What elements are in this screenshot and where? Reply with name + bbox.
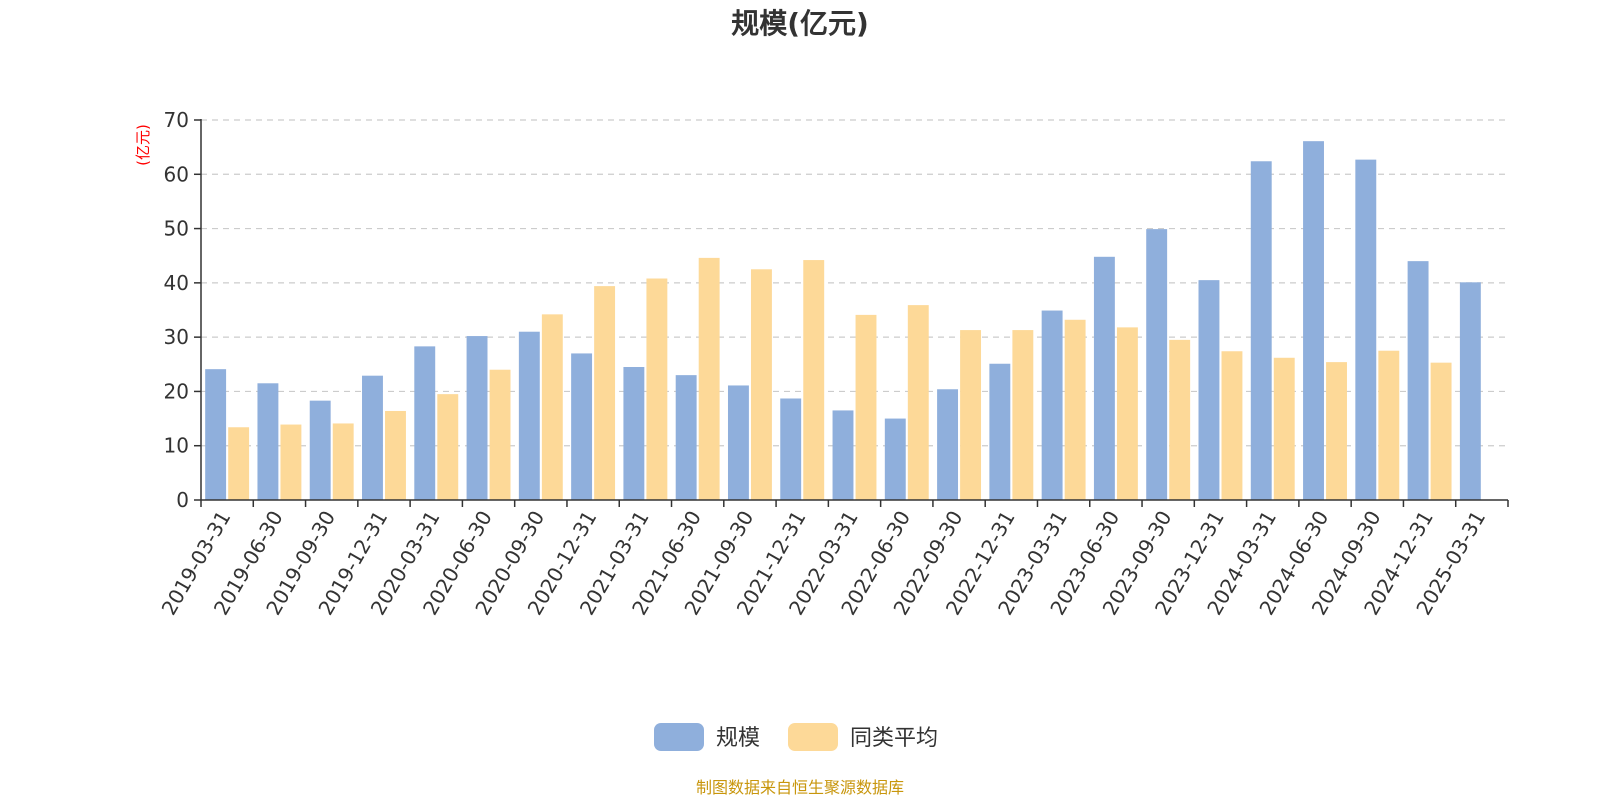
bar-scale[interactable] xyxy=(832,410,854,500)
bar-scale[interactable] xyxy=(1146,229,1168,500)
bar-peer-average[interactable] xyxy=(1378,350,1400,500)
bar-peer-average[interactable] xyxy=(1221,351,1243,500)
bar-scale[interactable] xyxy=(1303,141,1324,500)
bar-scale[interactable] xyxy=(205,369,227,500)
y-tick-label: 50 xyxy=(164,217,189,241)
bar-peer-average[interactable] xyxy=(803,260,825,500)
y-tick-label: 40 xyxy=(164,271,189,295)
bar-peer-average[interactable] xyxy=(1116,327,1138,500)
chart-title: 规模(亿元) xyxy=(731,7,869,40)
bar-peer-average[interactable] xyxy=(332,423,354,500)
bar-peer-average[interactable] xyxy=(1273,357,1295,500)
y-axis-unit-label: (亿元) xyxy=(134,124,152,166)
bar-peer-average[interactable] xyxy=(1064,319,1086,500)
bar-scale[interactable] xyxy=(518,331,540,500)
bar-peer-average[interactable] xyxy=(1169,339,1191,500)
bar-scale[interactable] xyxy=(780,398,802,500)
bar-peer-average[interactable] xyxy=(698,257,720,500)
bar-scale[interactable] xyxy=(1407,261,1429,500)
bar-scale[interactable] xyxy=(362,375,383,500)
bar-peer-average[interactable] xyxy=(646,278,668,500)
bar-peer-average[interactable] xyxy=(280,424,302,500)
bar-scale[interactable] xyxy=(727,385,749,500)
bar-scale[interactable] xyxy=(1355,159,1377,500)
y-tick-label: 60 xyxy=(164,162,189,186)
bar-scale[interactable] xyxy=(623,367,645,500)
bar-peer-average[interactable] xyxy=(750,269,772,500)
bar-peer-average[interactable] xyxy=(1012,330,1034,500)
bar-peer-average[interactable] xyxy=(437,394,459,500)
bar-scale[interactable] xyxy=(466,336,488,500)
bar-peer-average[interactable] xyxy=(541,314,563,500)
bar-scale[interactable] xyxy=(414,346,436,500)
bar-peer-average[interactable] xyxy=(855,314,877,500)
bar-scale[interactable] xyxy=(1250,161,1272,500)
bar-scale[interactable] xyxy=(257,383,279,500)
bar-scale[interactable] xyxy=(675,375,697,500)
bar-scale[interactable] xyxy=(937,389,959,500)
bar-peer-average[interactable] xyxy=(489,369,511,500)
bar-scale[interactable] xyxy=(1198,280,1220,500)
bar-scale[interactable] xyxy=(309,400,331,500)
y-tick-label: 30 xyxy=(164,325,189,349)
bar-scale[interactable] xyxy=(884,418,906,500)
legend[interactable]: 规模 同类平均 xyxy=(654,723,938,751)
bar-peer-average[interactable] xyxy=(1430,362,1452,500)
bar-scale[interactable] xyxy=(1093,256,1115,500)
bar-peer-average[interactable] xyxy=(907,305,929,500)
y-tick-label: 10 xyxy=(164,434,189,458)
bar-peer-average[interactable] xyxy=(228,427,250,500)
bar-peer-average[interactable] xyxy=(594,286,616,500)
bars xyxy=(205,141,1481,500)
legend-label-peer-average[interactable]: 同类平均 xyxy=(850,726,938,751)
legend-swatch-scale[interactable] xyxy=(654,723,704,751)
y-tick-label: 70 xyxy=(164,108,189,132)
bar-scale[interactable] xyxy=(1041,310,1063,500)
y-tick-label: 0 xyxy=(176,488,189,512)
bar-peer-average[interactable] xyxy=(960,330,982,500)
y-tick-label: 20 xyxy=(164,379,189,403)
legend-swatch-peer-average[interactable] xyxy=(788,723,838,751)
bar-peer-average[interactable] xyxy=(1326,362,1347,500)
bar-scale[interactable] xyxy=(989,363,1011,500)
bar-peer-average[interactable] xyxy=(385,410,406,500)
source-note: 制图数据来自恒生聚源数据库 xyxy=(696,778,904,797)
bar-scale[interactable] xyxy=(1459,282,1481,500)
legend-label-scale[interactable]: 规模 xyxy=(716,726,760,751)
bar-scale[interactable] xyxy=(571,353,593,500)
